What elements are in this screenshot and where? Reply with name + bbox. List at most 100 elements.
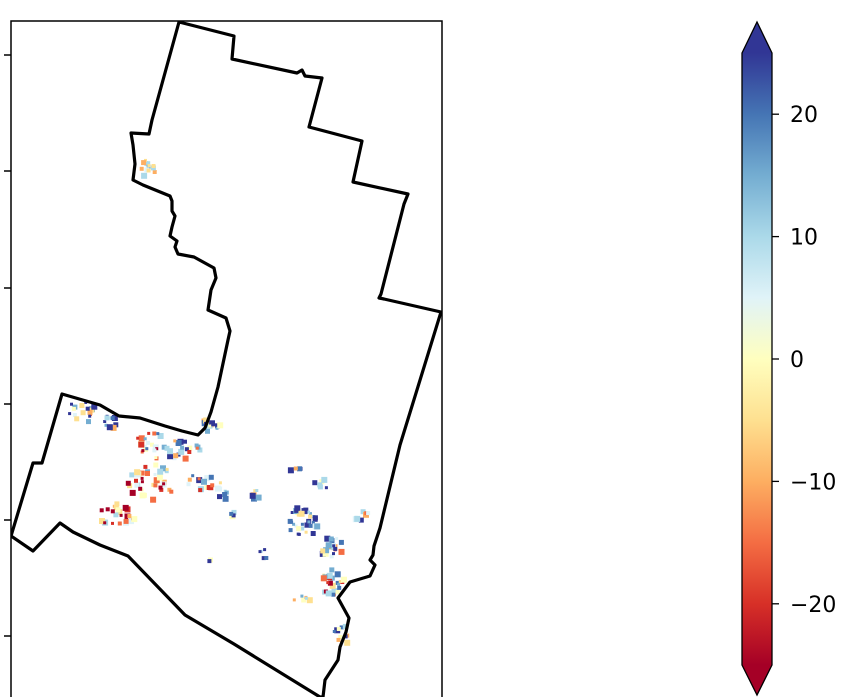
data-cell xyxy=(125,480,131,486)
data-cell xyxy=(298,510,305,517)
data-cell xyxy=(287,518,293,524)
data-cell xyxy=(335,590,340,595)
data-cell xyxy=(88,414,92,418)
data-cell xyxy=(165,467,169,471)
data-cell xyxy=(321,476,328,483)
data-cell xyxy=(329,554,334,559)
data-cell xyxy=(366,511,371,516)
data-cell xyxy=(304,530,308,534)
data-cell xyxy=(333,546,338,551)
data-cell xyxy=(152,431,157,436)
data-cell xyxy=(322,550,329,557)
data-cell xyxy=(195,446,199,450)
data-cell xyxy=(162,482,166,486)
data-cell xyxy=(187,445,193,451)
data-cell xyxy=(300,594,304,598)
data-cell xyxy=(79,403,85,408)
data-cell xyxy=(210,483,215,488)
data-cell xyxy=(296,532,300,536)
data-cell xyxy=(335,537,339,541)
data-cell xyxy=(332,544,336,548)
data-cell xyxy=(104,415,110,421)
data-cell xyxy=(337,585,342,590)
data-cell xyxy=(294,508,299,513)
data-cell xyxy=(255,489,259,492)
data-cell xyxy=(217,494,222,500)
data-cell xyxy=(287,467,294,474)
data-cell xyxy=(326,572,333,579)
data-cell xyxy=(331,588,338,595)
data-cell xyxy=(338,539,344,545)
data-cell xyxy=(312,480,318,486)
data-cell xyxy=(326,581,330,585)
data-cell xyxy=(308,514,313,519)
data-cell xyxy=(153,477,160,484)
data-cell xyxy=(140,476,144,480)
data-cell xyxy=(99,518,105,524)
data-cell xyxy=(134,482,140,488)
data-cell xyxy=(145,161,151,167)
data-cell xyxy=(201,478,207,485)
data-cell xyxy=(258,550,262,554)
colorbar-extend-max xyxy=(742,22,772,53)
data-cell xyxy=(204,475,211,482)
data-cell xyxy=(128,518,134,525)
data-cell xyxy=(311,521,315,525)
data-cell xyxy=(138,435,145,442)
data-cell xyxy=(307,510,310,514)
data-cell xyxy=(183,439,187,444)
data-cell xyxy=(327,580,333,586)
data-cell xyxy=(140,480,144,484)
data-cell xyxy=(325,542,332,549)
data-cell xyxy=(205,428,210,434)
data-patches xyxy=(68,158,371,646)
data-cell xyxy=(338,635,343,639)
data-cell xyxy=(169,489,174,494)
data-cell xyxy=(123,518,129,524)
data-cell xyxy=(360,509,366,515)
data-cell xyxy=(111,415,118,421)
data-cell xyxy=(344,639,351,646)
data-cell xyxy=(114,501,120,507)
data-cell xyxy=(253,489,257,493)
data-cell xyxy=(324,535,331,542)
data-cell xyxy=(153,473,157,476)
data-cell xyxy=(308,523,313,528)
data-cell xyxy=(255,494,262,501)
data-cell xyxy=(329,567,335,573)
data-cell xyxy=(173,453,179,459)
data-cell xyxy=(307,520,311,524)
data-cell xyxy=(300,522,304,526)
data-cell xyxy=(72,413,77,417)
data-cell xyxy=(197,477,201,481)
data-cell xyxy=(264,556,269,560)
data-cell xyxy=(159,487,164,492)
data-cell xyxy=(68,412,72,416)
data-cell xyxy=(312,515,318,521)
data-cell xyxy=(320,575,327,582)
data-cell xyxy=(143,464,148,469)
data-cell xyxy=(249,492,256,499)
colorbar-tick-label: −10 xyxy=(790,470,836,495)
data-cell xyxy=(154,456,158,459)
data-cell xyxy=(306,597,313,604)
data-cell xyxy=(301,597,307,603)
data-cell xyxy=(261,556,266,561)
data-cell xyxy=(292,598,296,602)
data-cell xyxy=(208,474,214,480)
data-cell xyxy=(178,448,185,455)
colorbar-ticks: 20 10 0 −10 −20 xyxy=(772,103,836,618)
data-cell xyxy=(152,448,157,453)
data-cell xyxy=(143,444,147,448)
data-cell xyxy=(139,492,146,499)
data-cell xyxy=(317,482,323,488)
data-cell xyxy=(206,485,212,490)
data-cell xyxy=(208,424,212,428)
colorbar-tick-label: 0 xyxy=(790,348,804,373)
data-cell xyxy=(203,417,210,424)
data-cell xyxy=(91,403,98,410)
data-cell xyxy=(207,559,212,564)
data-cell xyxy=(263,548,267,552)
data-cell xyxy=(338,548,345,555)
data-cell xyxy=(296,526,302,532)
